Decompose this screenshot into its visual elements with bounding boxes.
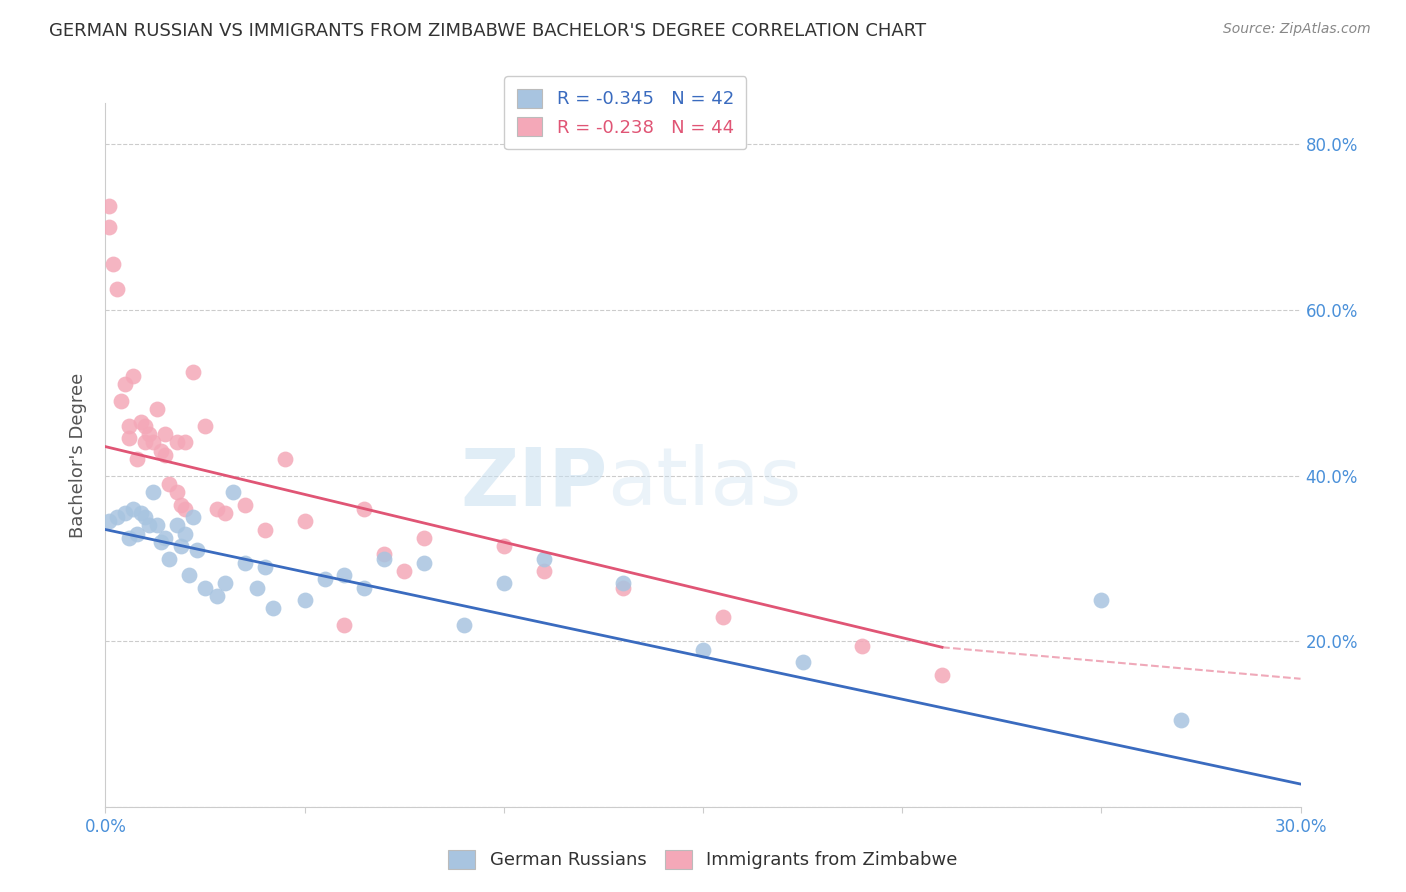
Point <box>177 568 201 582</box>
Text: ZIP: ZIP <box>460 444 607 522</box>
Point <box>146 518 169 533</box>
Point <box>98 514 121 528</box>
Point <box>166 485 188 500</box>
Point <box>110 394 132 409</box>
Point <box>373 548 395 562</box>
Point <box>205 589 228 603</box>
Point <box>107 510 129 524</box>
Point <box>170 539 193 553</box>
Point <box>118 531 141 545</box>
Point <box>153 448 177 462</box>
Point <box>138 427 160 442</box>
Point <box>931 667 953 681</box>
Point <box>122 369 145 384</box>
Point <box>142 435 165 450</box>
Point <box>166 435 188 450</box>
Point <box>1090 593 1112 607</box>
Point <box>103 257 125 271</box>
Point <box>129 415 153 429</box>
Point <box>174 501 197 516</box>
Point <box>492 539 515 553</box>
Point <box>134 510 156 524</box>
Point <box>233 556 256 570</box>
Point <box>214 506 236 520</box>
Point <box>174 435 197 450</box>
Point <box>214 576 236 591</box>
Text: Source: ZipAtlas.com: Source: ZipAtlas.com <box>1223 22 1371 37</box>
Point <box>373 551 395 566</box>
Point <box>353 581 375 595</box>
Point <box>138 518 160 533</box>
Text: GERMAN RUSSIAN VS IMMIGRANTS FROM ZIMBABWE BACHELOR'S DEGREE CORRELATION CHART: GERMAN RUSSIAN VS IMMIGRANTS FROM ZIMBAB… <box>49 22 927 40</box>
Point <box>129 506 153 520</box>
Point <box>194 581 217 595</box>
Point <box>253 559 276 574</box>
Point <box>118 431 141 445</box>
Point <box>194 418 217 433</box>
Legend: German Russians, Immigrants from Zimbabwe: German Russians, Immigrants from Zimbabw… <box>439 841 967 879</box>
Point <box>711 609 734 624</box>
Point <box>533 551 555 566</box>
Point <box>118 418 141 433</box>
Point <box>114 506 136 520</box>
Point <box>533 564 555 578</box>
Point <box>1170 713 1192 727</box>
Point <box>122 501 145 516</box>
Point <box>333 618 356 632</box>
Point <box>134 435 156 450</box>
Point <box>262 601 284 615</box>
Point <box>453 618 475 632</box>
Point <box>413 531 436 545</box>
Point <box>157 551 180 566</box>
Point <box>273 452 295 467</box>
Point <box>413 556 436 570</box>
Point <box>107 282 129 296</box>
Point <box>333 568 356 582</box>
Point <box>253 523 276 537</box>
Point <box>314 572 336 586</box>
Point <box>792 655 814 669</box>
Point <box>153 427 177 442</box>
Point <box>851 639 873 653</box>
Point <box>170 498 193 512</box>
Point <box>127 526 149 541</box>
Point <box>294 593 316 607</box>
Point <box>174 526 197 541</box>
Point <box>246 581 269 595</box>
Point <box>222 485 245 500</box>
Point <box>392 564 416 578</box>
Point <box>353 501 375 516</box>
Point <box>205 501 228 516</box>
Point <box>153 531 177 545</box>
Point <box>492 576 515 591</box>
Point <box>142 485 165 500</box>
Point <box>612 581 634 595</box>
Point <box>127 452 149 467</box>
Point <box>146 402 169 417</box>
Point <box>181 510 204 524</box>
Point <box>150 443 173 458</box>
Point <box>186 543 208 558</box>
Text: atlas: atlas <box>607 444 801 522</box>
Point <box>233 498 256 512</box>
Point <box>294 514 316 528</box>
Point <box>134 418 156 433</box>
Y-axis label: Bachelor's Degree: Bachelor's Degree <box>69 372 87 538</box>
Point <box>157 477 180 491</box>
Point <box>150 535 173 549</box>
Point <box>181 365 204 379</box>
Point <box>612 576 634 591</box>
Point <box>692 642 714 657</box>
Point <box>114 377 136 392</box>
Legend: R = -0.345   N = 42, R = -0.238   N = 44: R = -0.345 N = 42, R = -0.238 N = 44 <box>505 77 747 149</box>
Point <box>98 219 121 234</box>
Point <box>166 518 188 533</box>
Point <box>98 199 121 213</box>
